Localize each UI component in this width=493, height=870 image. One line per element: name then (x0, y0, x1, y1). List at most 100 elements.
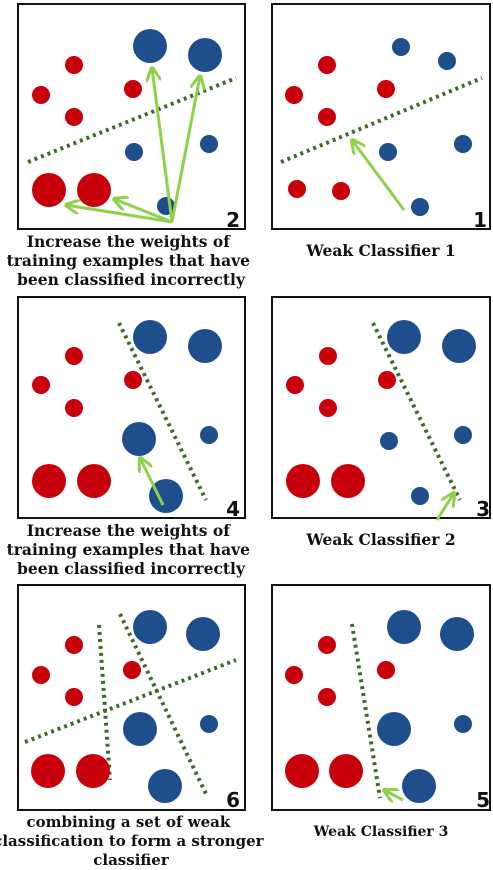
blue-point (123, 712, 157, 746)
blue-point (454, 715, 472, 733)
red-point (65, 347, 83, 365)
panel-caption: Increase the weights of training example… (7, 232, 256, 289)
decision-boundary (350, 623, 382, 799)
caption-line: been classified incorrectly (17, 559, 246, 578)
blue-point (379, 143, 397, 161)
blue-point (200, 715, 218, 733)
blue-point (157, 197, 175, 215)
arrow (114, 199, 173, 224)
blue-point (200, 426, 218, 444)
arrow (140, 458, 165, 506)
red-point-weighted (77, 173, 111, 207)
red-point (331, 464, 365, 498)
weight-arrows (140, 458, 165, 506)
caption-line: training examples that have (7, 251, 251, 270)
decision-boundary (117, 322, 208, 501)
red-points (286, 347, 396, 498)
caption-line: Weak Classifier 3 (313, 824, 449, 840)
red-point (123, 661, 141, 679)
panel-caption: Increase the weights of training example… (7, 521, 256, 578)
blue-point-weighted (188, 38, 222, 72)
blue-point (411, 198, 429, 216)
caption-line: combining a set of weak (27, 813, 231, 831)
blue-point (438, 52, 456, 70)
red-point (124, 80, 142, 98)
blue-point (454, 135, 472, 153)
blue-point-weighted (133, 29, 167, 63)
red-point (286, 464, 320, 498)
blue-points (123, 610, 220, 803)
panel-number: 3 (476, 497, 490, 521)
caption-line: Increase the weights of (27, 232, 232, 251)
arrow (66, 205, 173, 224)
blue-point (392, 38, 410, 56)
red-point (329, 754, 363, 788)
decision-boundary (371, 322, 462, 501)
red-point (318, 636, 336, 654)
red-point (319, 399, 337, 417)
red-points (32, 56, 142, 207)
panel-2: 2 Increase the weights of training examp… (7, 3, 256, 289)
caption-line: Increase the weights of (27, 521, 232, 540)
blue-point (454, 426, 472, 444)
pointer-arrow (384, 790, 404, 800)
arrow (170, 76, 200, 223)
red-point (32, 86, 50, 104)
red-point (32, 464, 66, 498)
panel-caption: Weak Classifier 1 (305, 241, 455, 260)
panel-number: 2 (226, 208, 240, 232)
red-point (286, 376, 304, 394)
blue-point (377, 712, 411, 746)
red-points (32, 347, 142, 498)
red-point (65, 56, 83, 74)
decision-boundary (27, 76, 237, 164)
blue-point (440, 617, 474, 651)
red-point (31, 754, 65, 788)
blue-point (133, 610, 167, 644)
red-points (285, 56, 395, 200)
panel-number: 6 (226, 788, 240, 812)
blue-point (387, 610, 421, 644)
blue-points (379, 38, 472, 216)
blue-point (411, 487, 429, 505)
blue-point (133, 320, 167, 354)
red-point (76, 754, 110, 788)
panel-6: 6 combining a set of weak classification… (0, 584, 269, 869)
blue-point (148, 769, 182, 803)
red-point (377, 661, 395, 679)
panel-number: 5 (476, 788, 490, 812)
caption-line: classification to form a stronger (0, 832, 265, 850)
red-point (65, 636, 83, 654)
panel-number: 4 (226, 497, 240, 521)
panel-number: 1 (473, 208, 487, 232)
blue-point (125, 143, 143, 161)
panel-4: 4 Increase the weights of training examp… (7, 296, 256, 578)
red-points (285, 636, 395, 788)
red-point (318, 56, 336, 74)
blue-point (402, 769, 436, 803)
red-point (332, 182, 350, 200)
panel-caption: combining a set of weak classification t… (0, 813, 269, 869)
red-points (31, 636, 141, 788)
caption-line: Weak Classifier 1 (305, 241, 455, 260)
pointer-arrow (352, 140, 406, 211)
red-point (319, 347, 337, 365)
red-point (318, 108, 336, 126)
red-point (377, 80, 395, 98)
red-point (32, 376, 50, 394)
panel-caption: Weak Classifier 2 (305, 530, 455, 549)
red-point (288, 180, 306, 198)
blue-points (122, 320, 222, 513)
blue-points (377, 610, 474, 803)
red-point-weighted (32, 173, 66, 207)
caption-line: been classified incorrectly (17, 270, 246, 289)
blue-point (442, 329, 476, 363)
red-point (65, 399, 83, 417)
blue-point-weighted (122, 422, 156, 456)
decision-boundary (24, 658, 237, 744)
decision-boundary (97, 624, 112, 781)
red-point (32, 666, 50, 684)
blue-point-weighted (149, 479, 183, 513)
caption-line: Weak Classifier 2 (305, 530, 455, 549)
